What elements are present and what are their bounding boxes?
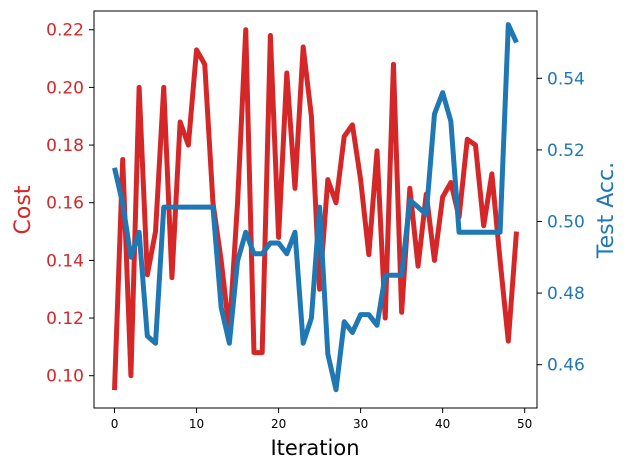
x-tick-label: 10	[189, 417, 204, 431]
left-axis-label: Cost	[11, 185, 36, 234]
x-axis-label: Iteration	[270, 436, 359, 460]
right-y-axis: 0.46 0.48 0.50 0.52 0.54	[537, 69, 585, 376]
right-tick-label: 0.52	[547, 141, 585, 161]
left-y-axis: 0.10 0.12 0.14 0.16 0.18 0.20 0.22	[46, 21, 94, 387]
x-tick-label: 50	[517, 417, 532, 431]
x-tick-label: 40	[435, 417, 450, 431]
left-tick-label: 0.14	[46, 251, 84, 271]
left-tick-label: 0.18	[46, 136, 84, 156]
x-tick-label: 0	[111, 417, 119, 431]
x-tick-label: 30	[353, 417, 368, 431]
right-tick-label: 0.46	[547, 356, 585, 376]
series-line-test-acc	[112, 22, 519, 393]
right-tick-label: 0.50	[547, 212, 585, 232]
left-tick-label: 0.12	[46, 309, 84, 329]
x-tick-label: 20	[271, 417, 286, 431]
series-layer	[112, 22, 519, 393]
right-axis-label: Test Acc.	[594, 162, 619, 259]
left-tick-label: 0.10	[46, 367, 84, 387]
series-line-cost	[112, 27, 519, 391]
x-axis: 0 10 20 30 40 50	[111, 408, 532, 431]
plot-frame	[93, 10, 538, 409]
left-tick-label: 0.22	[46, 21, 84, 41]
right-tick-label: 0.54	[547, 69, 585, 89]
left-tick-label: 0.20	[46, 78, 84, 98]
right-tick-label: 0.48	[547, 284, 585, 304]
left-tick-label: 0.16	[46, 194, 84, 214]
